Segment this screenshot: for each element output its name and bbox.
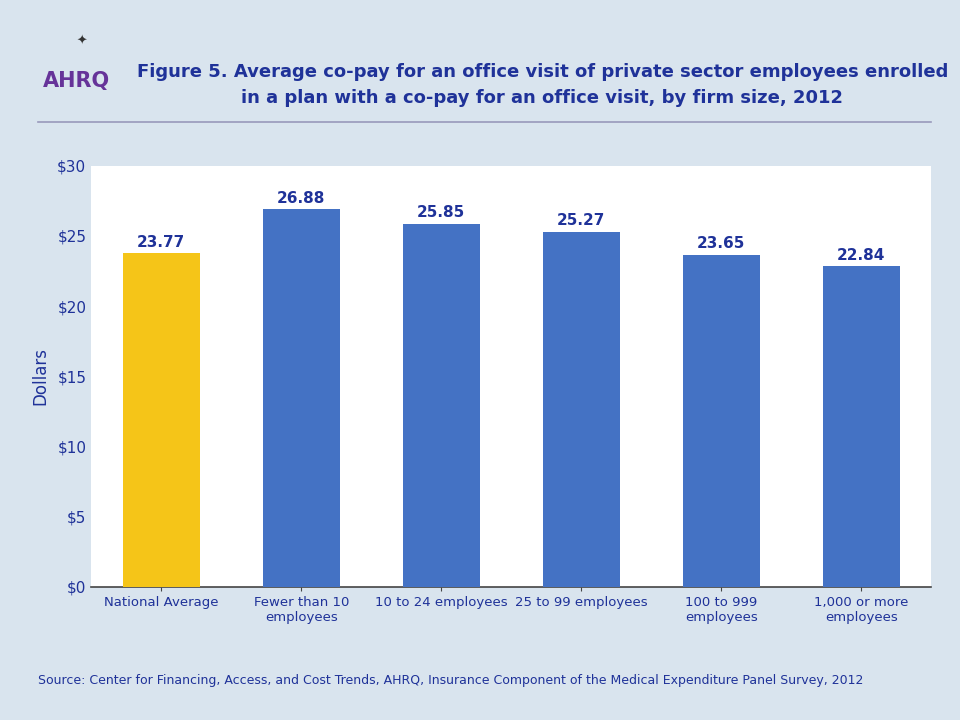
Bar [402,224,480,587]
Text: 25.85: 25.85 [417,205,466,220]
Bar [683,255,759,587]
Y-axis label: Dollars: Dollars [31,347,49,405]
Bar [123,253,200,587]
Text: 25.27: 25.27 [557,214,606,228]
Bar [823,266,900,587]
Text: 23.65: 23.65 [697,236,745,251]
Text: Source: Center for Financing, Access, and Cost Trends, AHRQ, Insurance Component: Source: Center for Financing, Access, an… [38,674,864,687]
Bar [542,232,620,587]
Text: 22.84: 22.84 [837,248,885,263]
Bar [263,210,340,587]
Text: 26.88: 26.88 [277,191,325,206]
Text: in a plan with a co-pay for an office visit, by firm size, 2012: in a plan with a co-pay for an office vi… [241,89,844,107]
Text: Figure 5. Average co-pay for an office visit of private sector employees enrolle: Figure 5. Average co-pay for an office v… [136,63,948,81]
Text: AHRQ: AHRQ [43,71,110,91]
Text: ✦: ✦ [77,35,86,48]
Text: 23.77: 23.77 [137,235,185,250]
